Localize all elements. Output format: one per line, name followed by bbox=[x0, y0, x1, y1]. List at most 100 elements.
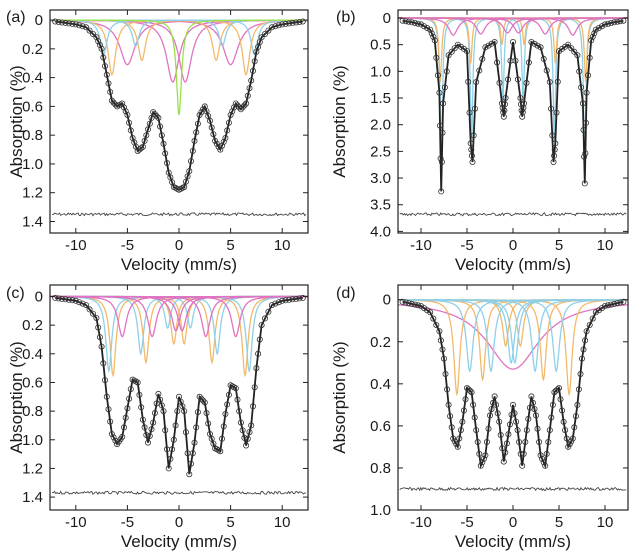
data-point-marker bbox=[86, 27, 93, 34]
data-point-marker bbox=[602, 21, 609, 28]
data-point-marker bbox=[431, 37, 438, 44]
data-point-marker bbox=[86, 306, 93, 313]
y-tick-label: 2.5 bbox=[370, 143, 391, 160]
data-point-marker bbox=[576, 68, 583, 75]
data-point-marker bbox=[210, 131, 217, 138]
x-tick-label: -10 bbox=[65, 237, 87, 254]
residual-line bbox=[399, 486, 627, 492]
data-point-marker bbox=[52, 18, 59, 25]
data-point-marker bbox=[598, 23, 605, 30]
data-point-marker bbox=[69, 20, 76, 27]
y-tick-label: 0.6 bbox=[22, 98, 43, 115]
data-point-marker bbox=[76, 299, 83, 306]
data-point-marker bbox=[220, 423, 227, 430]
data-point-marker bbox=[482, 44, 489, 51]
data-point-marker bbox=[256, 336, 263, 343]
data-point-marker bbox=[591, 30, 598, 37]
data-point-marker bbox=[411, 19, 418, 26]
data-point-marker bbox=[568, 45, 575, 52]
data-point-marker bbox=[98, 343, 105, 350]
data-point-marker bbox=[218, 435, 225, 442]
data-point-marker bbox=[229, 108, 236, 115]
data-point-marker bbox=[251, 58, 258, 65]
data-point-marker bbox=[559, 45, 566, 52]
data-point-marker bbox=[442, 370, 449, 377]
x-tick-label: -10 bbox=[65, 514, 87, 531]
data-point-marker bbox=[468, 152, 475, 159]
data-point-marker bbox=[459, 418, 466, 425]
data-point-marker bbox=[433, 54, 440, 61]
data-point-marker bbox=[563, 435, 570, 442]
data-point-marker bbox=[239, 427, 246, 434]
data-point-marker bbox=[95, 324, 102, 331]
y-tick-label: 0.4 bbox=[370, 376, 391, 393]
data-point-marker bbox=[160, 140, 167, 147]
data-point-marker bbox=[496, 418, 503, 425]
data-point-marker bbox=[55, 295, 62, 302]
data-point-marker bbox=[95, 38, 102, 45]
y-tick-label: 0.2 bbox=[22, 317, 43, 334]
data-point-marker bbox=[445, 52, 452, 59]
data-point-marker bbox=[542, 462, 549, 469]
data-point-marker bbox=[519, 109, 526, 116]
data-point-marker bbox=[102, 63, 109, 70]
data-point-marker bbox=[138, 404, 145, 411]
y-tick-label: 0.8 bbox=[370, 460, 391, 477]
data-point-marker bbox=[237, 419, 244, 426]
data-point-marker bbox=[224, 127, 231, 134]
x-tick-label: 10 bbox=[597, 237, 614, 254]
data-point-marker bbox=[143, 431, 150, 438]
data-point-marker bbox=[213, 140, 220, 147]
data-point-marker bbox=[414, 20, 421, 27]
data-point-marker bbox=[189, 450, 196, 457]
data-point-marker bbox=[103, 71, 110, 78]
data-point-marker bbox=[543, 450, 550, 457]
data-point-marker bbox=[193, 424, 200, 431]
data-point-marker bbox=[286, 296, 293, 303]
data-point-marker bbox=[248, 77, 255, 84]
data-point-marker bbox=[191, 137, 198, 144]
data-point-marker bbox=[93, 314, 100, 321]
data-point-marker bbox=[433, 321, 440, 328]
data-point-marker bbox=[100, 360, 107, 367]
data-point-marker bbox=[572, 413, 579, 420]
data-point-marker bbox=[517, 450, 524, 457]
y-tick-label: 1.0 bbox=[22, 156, 43, 173]
data-point-marker bbox=[436, 122, 443, 129]
data-point-marker bbox=[234, 102, 241, 109]
data-point-marker bbox=[428, 30, 435, 37]
data-point-marker bbox=[476, 67, 483, 74]
data-point-marker bbox=[483, 438, 490, 445]
data-point-marker bbox=[217, 448, 224, 455]
data-point-marker bbox=[102, 377, 109, 384]
data-point-marker bbox=[617, 299, 624, 306]
data-point-marker bbox=[215, 143, 222, 150]
data-point-marker bbox=[286, 20, 293, 27]
subspectrum-line bbox=[50, 19, 308, 56]
data-point-marker bbox=[96, 334, 103, 341]
data-point-marker bbox=[299, 18, 306, 25]
data-point-marker bbox=[96, 42, 103, 49]
data-point-marker bbox=[170, 436, 177, 443]
data-point-marker bbox=[509, 39, 516, 46]
data-point-marker bbox=[150, 109, 157, 116]
data-point-marker bbox=[516, 438, 523, 445]
data-point-marker bbox=[471, 105, 478, 112]
data-point-marker bbox=[191, 439, 198, 446]
data-point-marker bbox=[121, 424, 128, 431]
data-point-marker bbox=[466, 109, 473, 116]
data-point-marker bbox=[65, 296, 72, 303]
data-point-marker bbox=[151, 111, 158, 118]
data-point-marker bbox=[153, 113, 160, 120]
data-point-marker bbox=[241, 102, 248, 109]
y-axis-title: Absorption (%) bbox=[330, 341, 349, 453]
subspectrum-line bbox=[398, 17, 628, 36]
data-point-marker bbox=[536, 438, 543, 445]
data-point-marker bbox=[496, 79, 503, 86]
x-tick-label: -5 bbox=[121, 237, 134, 254]
data-point-marker bbox=[502, 449, 509, 456]
data-point-marker bbox=[562, 427, 569, 434]
data-point-marker bbox=[292, 19, 299, 26]
data-point-marker bbox=[146, 432, 153, 439]
y-tick-label: 1.2 bbox=[22, 460, 43, 477]
